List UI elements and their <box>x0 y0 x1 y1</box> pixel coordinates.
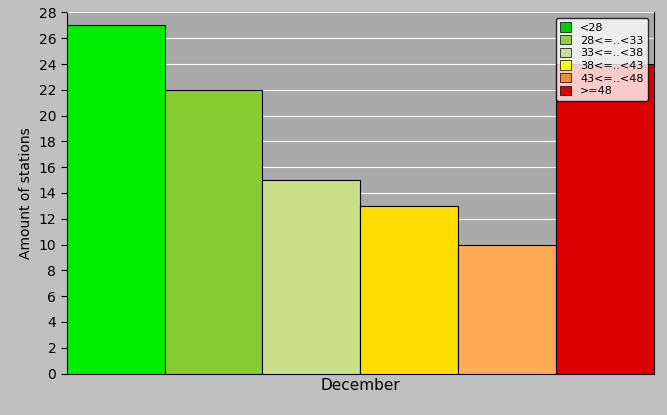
Y-axis label: Amount of stations: Amount of stations <box>19 127 33 259</box>
Bar <box>556 64 654 374</box>
Bar <box>67 25 165 374</box>
Bar <box>458 244 556 374</box>
Bar <box>360 206 458 374</box>
Legend: <28, 28<=..<33, 33<=..<38, 38<=..<43, 43<=..<48, >=48: <28, 28<=..<33, 33<=..<38, 38<=..<43, 43… <box>556 18 648 101</box>
Bar <box>165 90 262 374</box>
Bar <box>262 180 360 374</box>
